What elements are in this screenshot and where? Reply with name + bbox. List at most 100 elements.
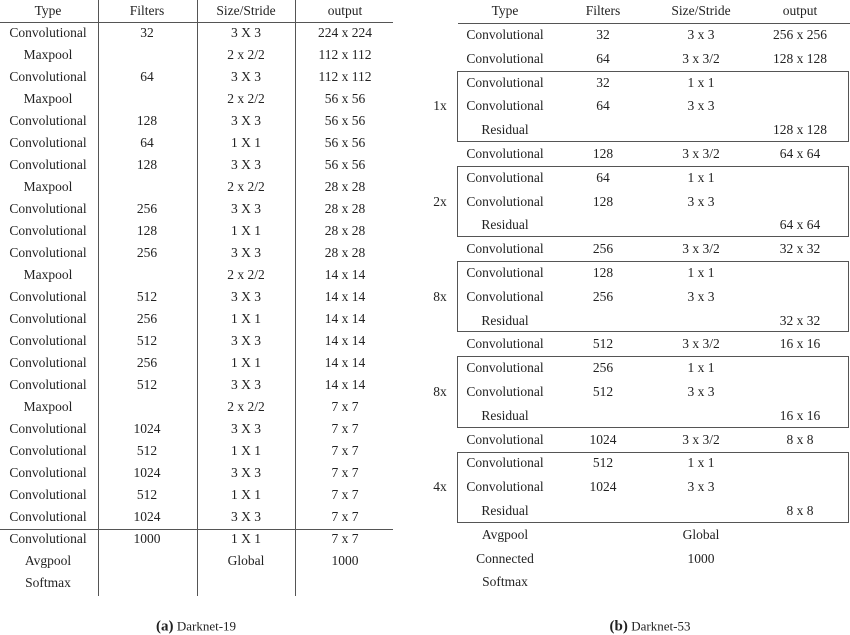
column-divider (197, 0, 198, 596)
table-cell: Convolutional (466, 241, 544, 257)
table-cell: Convolutional (9, 333, 87, 348)
column-header: output (327, 3, 363, 18)
table-cell: 64 (140, 69, 154, 84)
table-cell: 256 (592, 241, 614, 257)
table-cell: 7 x 7 (331, 443, 359, 458)
table-cell: 64 x 64 (779, 217, 821, 233)
table-cell: Convolutional (466, 479, 544, 495)
table-cell: 56 x 56 (324, 135, 366, 150)
repeat-count: 1x (433, 98, 447, 114)
table-cell: Convolutional (466, 336, 544, 352)
column-header: Filters (129, 3, 165, 18)
table-cell: 3 x 3/2 (682, 241, 720, 257)
repeat-count: 4x (433, 479, 447, 495)
table-cell: Avgpool (24, 553, 72, 568)
table-cell: 64 (140, 135, 154, 150)
table-cell: 512 (592, 384, 614, 399)
table-cell: 256 (136, 201, 158, 216)
table-cell: 1 x 1 (687, 455, 715, 471)
table-cell: 1024 (133, 421, 161, 436)
table-cell: 7 x 7 (331, 531, 359, 546)
table-cell: 56 x 56 (324, 157, 366, 172)
table-cell: 112 x 112 (318, 69, 372, 84)
table-cell: Maxpool (23, 179, 73, 194)
table-cell: 16 x 16 (779, 336, 821, 352)
table-cell: Convolutional (466, 431, 544, 447)
table-cell: Residual (481, 312, 529, 328)
table-cell: 1000 (687, 550, 715, 566)
table-cell: 3 x 3 (687, 193, 715, 209)
table-cell: Convolutional (9, 509, 87, 524)
table-cell: 1 x 1 (687, 74, 715, 90)
table-cell: Maxpool (23, 91, 73, 106)
header-rule (0, 22, 393, 23)
table-cell: 28 x 28 (324, 179, 366, 194)
table-cell: 14 x 14 (324, 377, 366, 392)
table-cell: 512 (592, 336, 614, 352)
repeat-count: 2x (433, 193, 447, 209)
table-cell: 1000 (133, 531, 161, 546)
table-cell: 64 (596, 50, 610, 66)
table-cell: 2 x 2/2 (227, 91, 265, 106)
table-cell: 1 X 1 (231, 355, 261, 370)
header-rule (458, 23, 850, 24)
table-cell: 128 (592, 146, 614, 161)
table-cell: 3 X 3 (231, 245, 261, 260)
table-cell: 7 x 7 (331, 487, 359, 502)
table-cell: 2 x 2/2 (227, 179, 265, 194)
table-cell: 512 (136, 487, 158, 502)
table-cell: 3 X 3 (231, 421, 261, 436)
table-cell: 3 X 3 (231, 509, 261, 524)
table-cell: 14 x 14 (324, 311, 366, 326)
table-cell: 28 x 28 (324, 245, 366, 260)
table-cell: 128 (136, 223, 158, 238)
table-cell: 3 x 3 (687, 27, 715, 42)
table-cell: Residual (481, 407, 529, 423)
table-cell: 14 x 14 (324, 289, 366, 304)
table-cell: 3 x 3/2 (682, 50, 720, 66)
table-cell: 256 x 256 (773, 27, 827, 42)
table-cell: Convolutional (466, 288, 544, 304)
table-cell: Convolutional (9, 355, 87, 370)
table-cell: 512 (592, 455, 614, 471)
table-cell: 1 x 1 (687, 360, 715, 376)
table-cell: 3 x 3 (687, 98, 715, 114)
residual-block (457, 451, 849, 523)
table-cell: 3 X 3 (231, 289, 261, 304)
table-cell: 1 X 1 (231, 135, 261, 150)
table-cell: 3 X 3 (231, 377, 261, 392)
table-cell: 1000 (331, 553, 359, 568)
table-cell: Convolutional (9, 25, 87, 40)
table-cell: 64 (596, 169, 610, 185)
table-cell: Convolutional (466, 169, 544, 185)
table-cell: 3 X 3 (231, 25, 261, 40)
table-cell: Convolutional (9, 443, 87, 458)
table-cell: 1 X 1 (231, 487, 261, 502)
table-cell: 2 x 2/2 (227, 267, 265, 282)
caption-darknet-53: (b) Darknet-53 (609, 618, 691, 635)
column-divider (98, 0, 99, 596)
table-cell: 1024 (589, 431, 617, 447)
table-cell: 32 (596, 27, 610, 42)
table-cell: 512 (136, 443, 158, 458)
table-cell: 3 X 3 (231, 333, 261, 348)
table-cell: 256 (136, 245, 158, 260)
table-cell: 16 x 16 (779, 407, 821, 423)
caption-darknet-19: (a) Darknet-19 (155, 618, 237, 635)
table-cell: 3 x 3/2 (682, 431, 720, 447)
column-header: output (782, 3, 818, 18)
table-cell: 3 x 3 (687, 288, 715, 304)
residual-block (457, 356, 849, 428)
table-cell: Convolutional (9, 311, 87, 326)
table-cell: 224 x 224 (318, 25, 372, 40)
table-cell: 512 (136, 289, 158, 304)
column-header: Size/Stride (216, 3, 276, 18)
table-cell: 1 X 1 (231, 531, 261, 546)
table-cell: Convolutional (9, 113, 87, 128)
table-cell: Convolutional (466, 455, 544, 471)
table-cell: Convolutional (9, 223, 87, 238)
table-cell: Convolutional (466, 50, 544, 66)
table-cell: 56 x 56 (324, 113, 366, 128)
table-cell: 32 x 32 (779, 312, 821, 328)
